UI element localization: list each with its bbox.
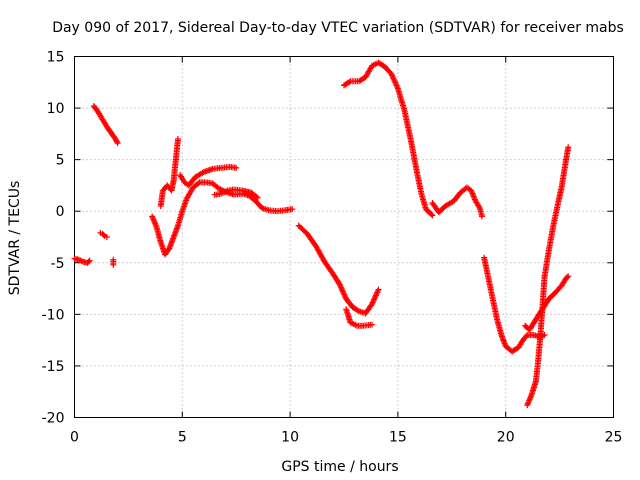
data-point bbox=[429, 212, 436, 219]
data-point bbox=[428, 211, 435, 218]
x-tick-label: 0 bbox=[70, 430, 79, 446]
x-tick-label: 15 bbox=[389, 430, 407, 446]
data-point bbox=[564, 274, 571, 281]
data-point bbox=[346, 79, 353, 86]
data-point bbox=[113, 138, 120, 145]
y-tick-label: -20 bbox=[42, 411, 65, 427]
chart-title: Day 090 of 2017, Sidereal Day-to-day VTE… bbox=[52, 20, 624, 36]
y-tick-label: 5 bbox=[56, 153, 65, 169]
data-point bbox=[233, 164, 240, 171]
y-tick-label: 10 bbox=[47, 101, 65, 117]
data-point bbox=[100, 231, 107, 238]
y-tick-label: 15 bbox=[47, 50, 65, 66]
y-axis-ticks: 15 10 5 0 -5 -10 -15 -20 bbox=[42, 50, 614, 427]
y-tick-label: -10 bbox=[42, 307, 65, 323]
data-point bbox=[103, 234, 110, 240]
data-point bbox=[174, 136, 181, 143]
data-point bbox=[375, 286, 382, 293]
x-tick-label: 10 bbox=[281, 430, 299, 446]
data-point bbox=[254, 194, 261, 201]
y-axis-label: SDTVAR / TECUs bbox=[7, 181, 23, 296]
x-tick-label: 5 bbox=[178, 430, 187, 446]
y-tick-label: -15 bbox=[42, 359, 65, 375]
x-axis-label: GPS time / hours bbox=[281, 459, 398, 475]
data-point bbox=[110, 261, 117, 268]
data-point bbox=[523, 333, 530, 340]
data-point bbox=[86, 257, 93, 264]
y-tick-label: -5 bbox=[51, 256, 65, 272]
data-point bbox=[478, 213, 485, 220]
x-axis-ticks: 0 5 10 15 20 25 bbox=[70, 56, 623, 446]
grid-lines bbox=[74, 56, 614, 418]
data-point bbox=[354, 307, 361, 314]
data-point bbox=[253, 193, 260, 200]
data-point bbox=[369, 321, 376, 328]
data-point bbox=[565, 144, 572, 151]
data-points bbox=[71, 59, 572, 409]
data-point bbox=[114, 140, 121, 147]
x-tick-label: 20 bbox=[497, 430, 515, 446]
plot-border bbox=[74, 56, 614, 418]
data-point bbox=[195, 180, 202, 187]
data-point bbox=[85, 258, 92, 265]
x-tick-label: 25 bbox=[605, 430, 623, 446]
data-point bbox=[289, 206, 296, 213]
y-tick-label: 0 bbox=[56, 204, 65, 220]
data-point bbox=[565, 273, 572, 280]
